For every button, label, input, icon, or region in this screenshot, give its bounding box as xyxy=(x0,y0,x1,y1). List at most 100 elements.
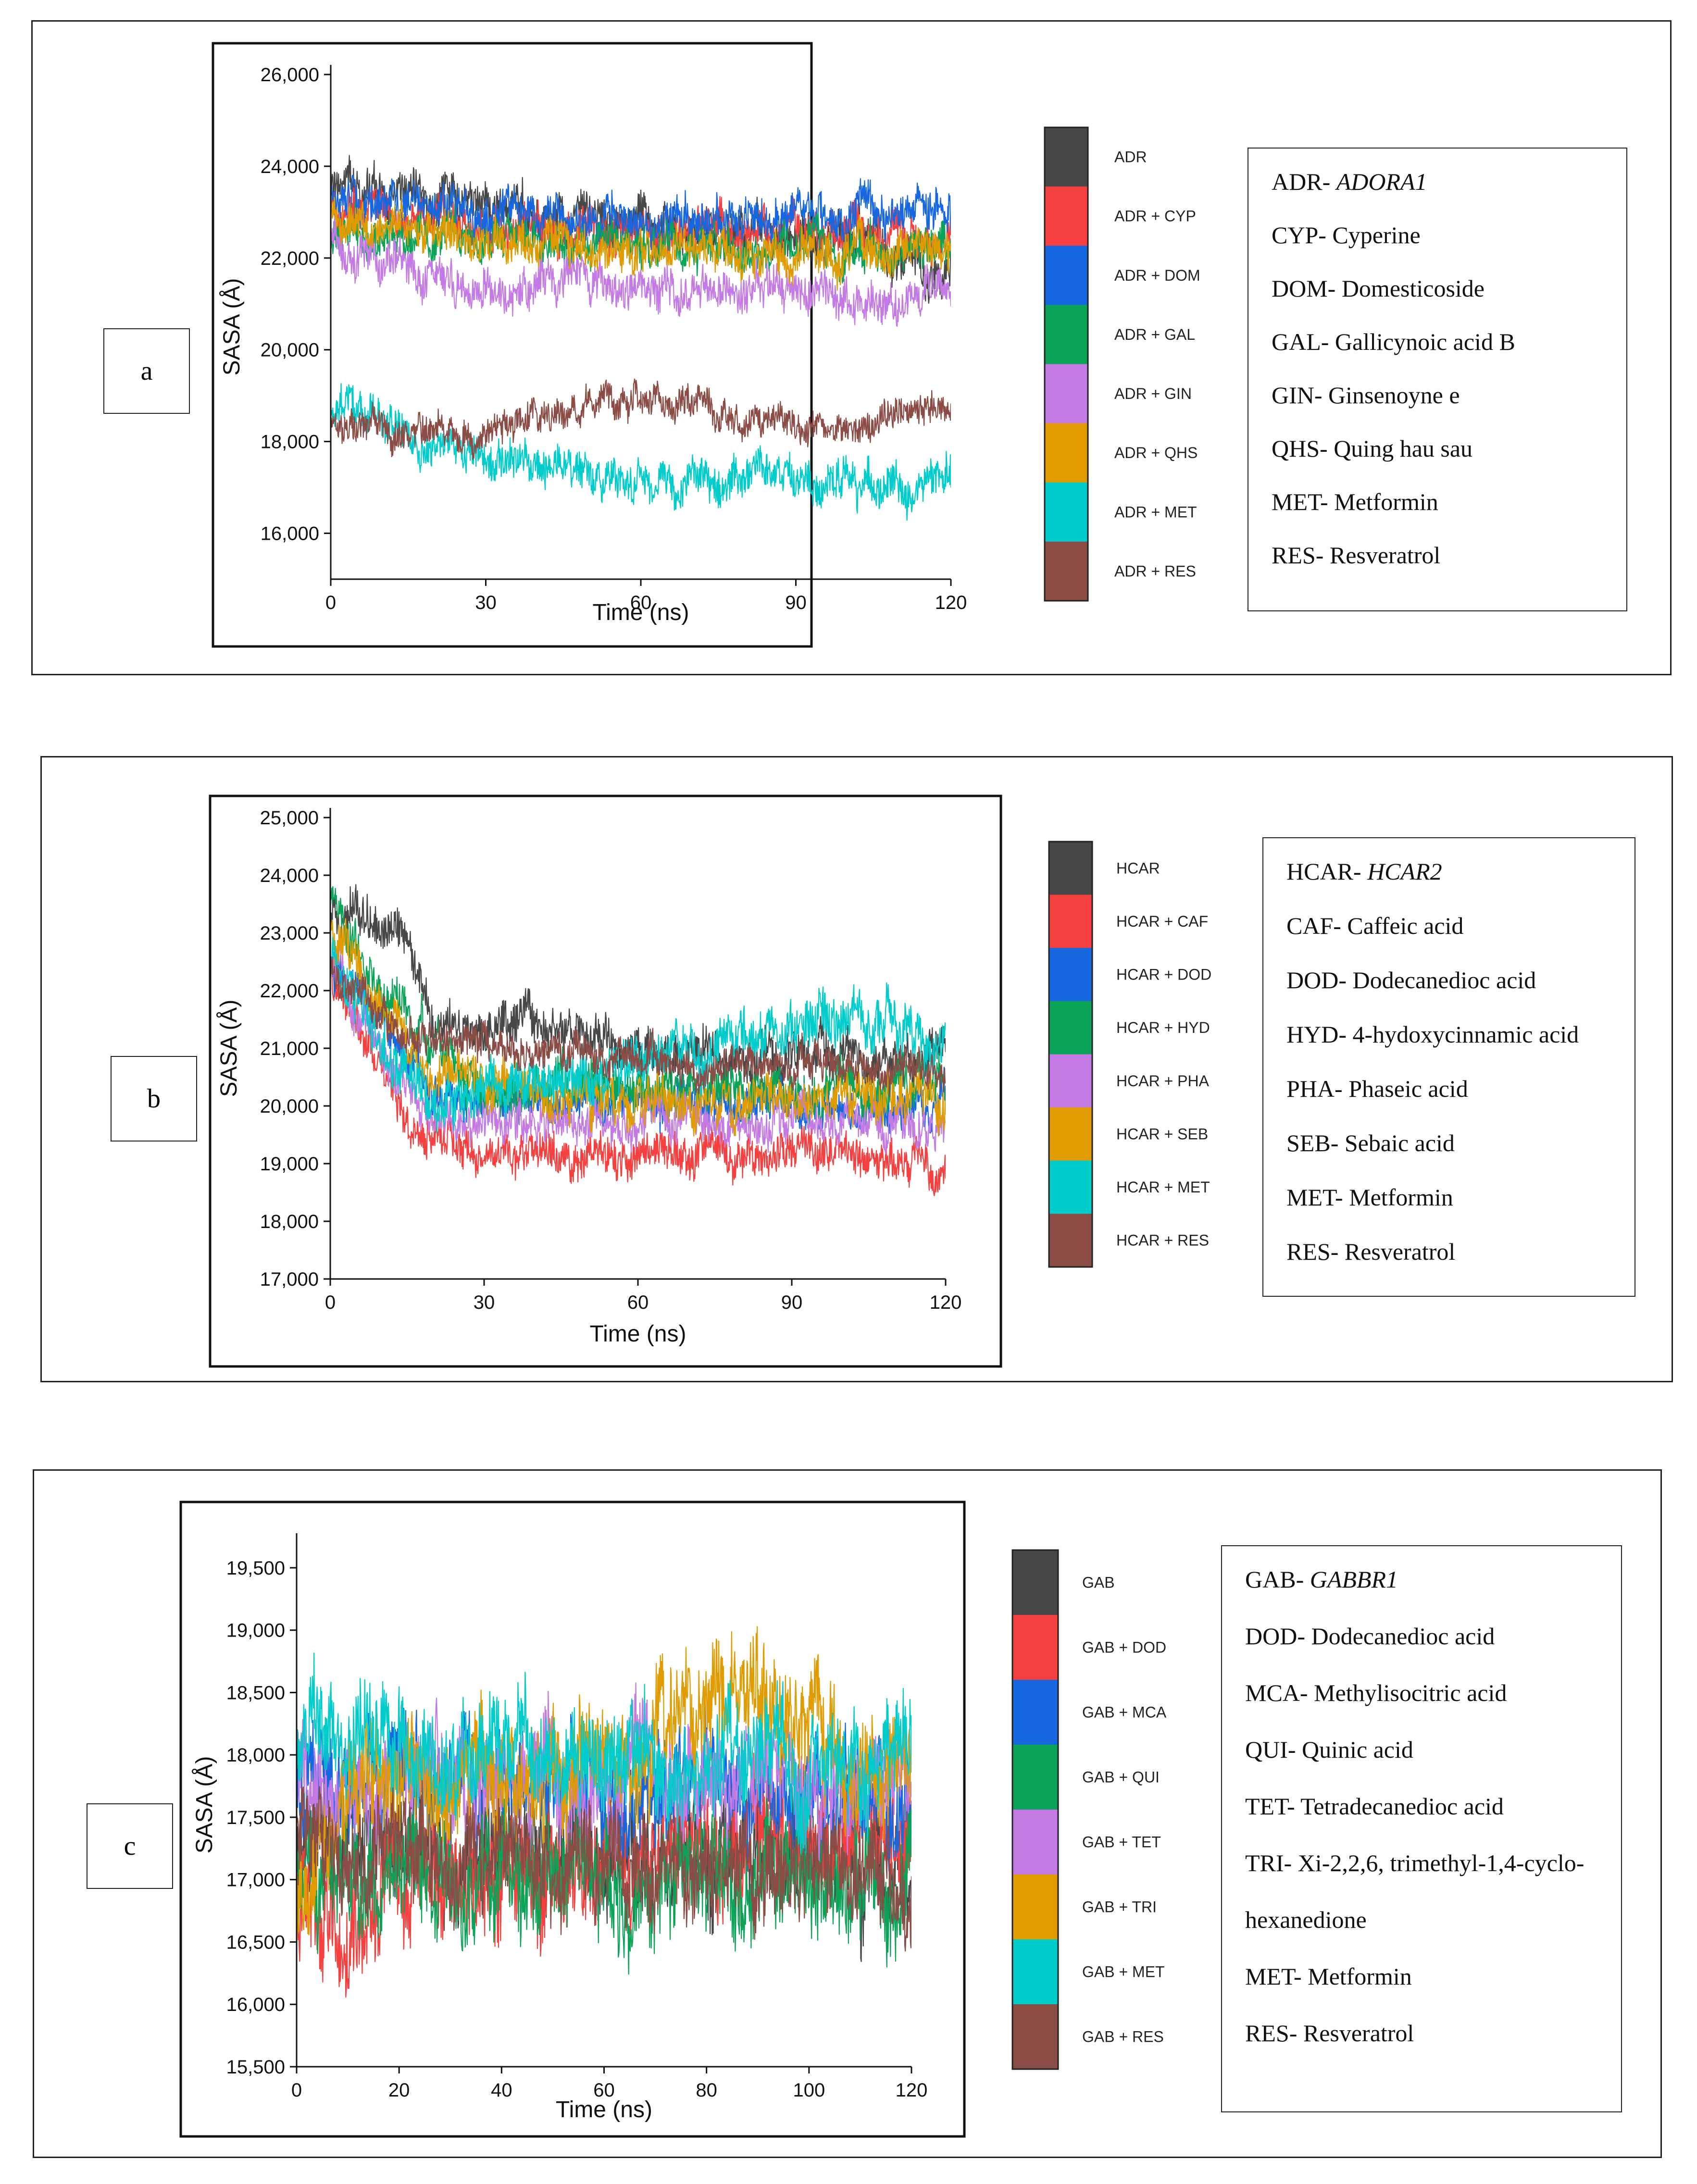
series-line-gab-res xyxy=(297,1780,911,1952)
panel-c: c 15,500 16,000 16,500 17,000 17,500 18,000 18… xyxy=(33,1469,1662,2158)
legend-swatch xyxy=(1045,246,1088,305)
legend-abbreviation-line: MET- Metformin xyxy=(1286,1183,1453,1211)
legend-abbreviation-line: DOD- Dodecanedioc acid xyxy=(1286,966,1536,994)
series-line-hcar xyxy=(330,884,946,1097)
series-line-adr-met xyxy=(331,383,951,521)
legend-swatch xyxy=(1012,1810,1058,1875)
legend-full-name: Resveratrol xyxy=(1344,1238,1456,1265)
legend-swatch xyxy=(1049,1214,1092,1267)
legend-full-name: Phaseic acid xyxy=(1348,1075,1468,1102)
legend-abbr: DOD- xyxy=(1245,1623,1311,1650)
legend-full-name: GABBR1 xyxy=(1310,1566,1398,1593)
panel-label-a: a xyxy=(103,328,190,414)
panel-a: a 16,000 18,000 20,000 22,000 24,000 26,000 0 3… xyxy=(31,20,1672,675)
chart-frame xyxy=(212,42,813,648)
legend-full-name: Dodecanedioc acid xyxy=(1311,1623,1495,1650)
legend-abbr: GAL- xyxy=(1272,328,1335,355)
series-line-gab-met xyxy=(297,1652,911,1855)
y-tick-label: 23,000 xyxy=(260,923,319,944)
y-tick-label: 18,000 xyxy=(261,432,319,453)
x-tick-label: 60 xyxy=(630,592,652,613)
y-tick-label: 17,500 xyxy=(226,1807,285,1828)
legend-swatch xyxy=(1012,1874,1058,1940)
y-tick-label: 18,000 xyxy=(226,1745,285,1766)
series-line-adr-res xyxy=(331,378,951,460)
legend-abbr: RES- xyxy=(1286,1238,1345,1265)
legend-abbreviation-line: GAB- GABBR1 xyxy=(1245,1565,1398,1593)
legend-full-name: Sebaic acid xyxy=(1344,1129,1455,1156)
legend-colorbar-frame xyxy=(1011,1549,1059,2070)
legend-swatch xyxy=(1012,1939,1058,2005)
legend-full-name: Domesticoside xyxy=(1341,275,1485,302)
x-tick-label: 0 xyxy=(325,592,336,613)
legend-abbreviation-line: QHS- Quing hau sau xyxy=(1272,434,1472,462)
legend-full-name: Caffeic acid xyxy=(1347,912,1464,939)
legend-series-label: ADR + CYP xyxy=(1114,208,1196,225)
legend-full-name: Metformin xyxy=(1349,1184,1453,1211)
legend-box-a: ADR- ADORA1 CYP- Cyperine DOM- Domesticosi… xyxy=(1248,148,1627,611)
y-tick-label: 19,500 xyxy=(226,1558,285,1579)
y-tick-label: 22,000 xyxy=(261,248,319,269)
legend-series-label: HCAR + SEB xyxy=(1116,1125,1208,1142)
legend-abbr: MET- xyxy=(1245,1963,1308,1990)
legend-full-name: Dodecanedioc acid xyxy=(1352,967,1536,993)
y-tick-label: 19,000 xyxy=(260,1154,319,1175)
legend-full-name: Metformin xyxy=(1334,488,1438,515)
legend-abbreviation-line: DOD- Dodecanedioc acid xyxy=(1245,1622,1495,1650)
legend-full-name: Resveratrol xyxy=(1329,542,1441,569)
legend-abbreviation-line: QUI- Quinic acid xyxy=(1245,1736,1413,1763)
legend-abbr: MET- xyxy=(1286,1184,1349,1211)
x-tick-label: 0 xyxy=(291,2080,302,2101)
legend-abbreviation-line: CAF- Caffeic acid xyxy=(1286,912,1463,940)
x-tick-label: 40 xyxy=(491,2080,512,2101)
legend-series-label: GAB xyxy=(1082,1574,1115,1591)
panel-label-c: c xyxy=(87,1803,173,1889)
legend-abbreviation-line: RES- Resveratrol xyxy=(1245,2019,1414,2047)
y-tick-label: 20,000 xyxy=(261,340,319,361)
legend-series-label: ADR + GAL xyxy=(1114,326,1195,343)
y-tick-label: 25,000 xyxy=(260,807,319,829)
x-tick-label: 30 xyxy=(475,592,497,613)
legend-abbr: DOM- xyxy=(1272,275,1342,302)
legend-series-label: GAB + QUI xyxy=(1082,1769,1160,1786)
y-axis-label: SASA (Å) xyxy=(219,278,245,376)
x-tick-label: 120 xyxy=(930,1292,962,1313)
legend-full-name: Ginsenoyne e xyxy=(1328,382,1460,409)
legend-abbr: DOD- xyxy=(1286,967,1353,993)
legend-full-name: Resveratrol xyxy=(1303,2020,1414,2047)
legend-abbreviation-line: RES- Resveratrol xyxy=(1286,1238,1455,1266)
series-line-adr-qhs xyxy=(331,197,951,291)
legend-abbr: RES- xyxy=(1272,542,1330,569)
legend-abbr: ADR- xyxy=(1272,168,1336,195)
legend-abbreviation-line: MET- Metformin xyxy=(1245,1962,1412,1990)
legend-swatch xyxy=(1049,1054,1092,1108)
y-tick-label: 18,000 xyxy=(260,1211,319,1232)
y-tick-label: 26,000 xyxy=(261,64,319,86)
legend-abbr: QHS- xyxy=(1272,435,1334,462)
x-tick-label: 120 xyxy=(935,592,967,613)
y-tick-label: 19,000 xyxy=(226,1620,285,1641)
legend-full-name: HCAR2 xyxy=(1367,858,1442,885)
legend-series-label: ADR + QHS xyxy=(1114,444,1198,461)
y-tick-label: 17,000 xyxy=(226,1870,285,1891)
legend-abbr: PHA- xyxy=(1286,1075,1349,1102)
x-tick-label: 100 xyxy=(793,2080,825,2101)
legend-abbreviation-line: RES- Resveratrol xyxy=(1272,541,1440,569)
legend-swatch xyxy=(1045,482,1088,542)
y-tick-label: 16,000 xyxy=(226,1994,285,2015)
sasa-chart-c: 15,500 16,000 16,500 17,000 17,500 18,000 18,5… xyxy=(179,1501,1167,2138)
legend-series-label: GAB + DOD xyxy=(1082,1639,1166,1656)
legend-full-name: Quinic acid xyxy=(1302,1736,1413,1763)
legend-colorbar-frame xyxy=(1044,126,1089,602)
x-tick-label: 30 xyxy=(474,1292,495,1313)
legend-swatch xyxy=(1045,305,1088,364)
legend-series-label: ADR + GIN xyxy=(1114,385,1192,402)
legend-full-name: hexanedione xyxy=(1245,1906,1367,1933)
legend-full-name: 4-hydoxycinnamic acid xyxy=(1352,1021,1579,1048)
legend-abbreviation-line: PHA- Phaseic acid xyxy=(1286,1075,1468,1103)
legend-series-label: GAB + RES xyxy=(1082,2028,1164,2046)
legend-series-label: HCAR xyxy=(1116,859,1160,877)
y-tick-label: 21,000 xyxy=(260,1038,319,1059)
legend-full-name: Xi-2,2,6, trimethyl-1,4-cyclo- xyxy=(1298,1849,1585,1876)
x-axis-label: Time (ns) xyxy=(593,600,689,625)
